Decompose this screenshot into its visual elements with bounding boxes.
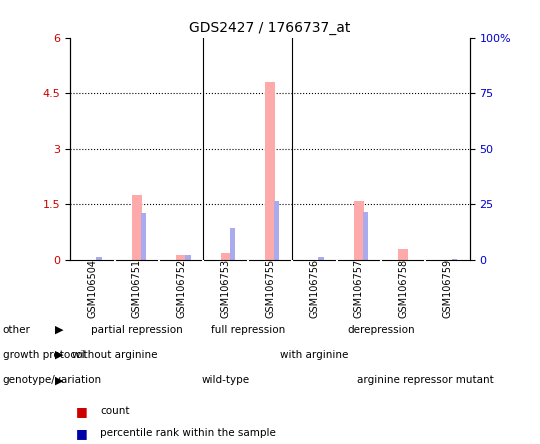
Bar (399, 249, 408, 260)
Text: GSM106757: GSM106757 (354, 259, 364, 318)
Text: wild-type: wild-type (201, 375, 249, 385)
Bar (274, 201, 279, 260)
Text: growth protocol: growth protocol (3, 350, 85, 360)
Bar (132, 195, 141, 260)
Title: GDS2427 / 1766737_at: GDS2427 / 1766737_at (190, 21, 350, 36)
Bar (97, 257, 102, 260)
Text: ■: ■ (76, 404, 87, 418)
Text: partial repression: partial repression (91, 325, 183, 335)
Bar (363, 212, 368, 260)
Text: ▶: ▶ (55, 325, 64, 335)
Bar (185, 255, 191, 260)
Text: with arginine: with arginine (280, 350, 349, 360)
Bar (221, 253, 231, 260)
Text: without arginine: without arginine (72, 350, 157, 360)
Text: ▶: ▶ (55, 350, 64, 360)
Text: genotype/variation: genotype/variation (3, 375, 102, 385)
Text: derepression: derepression (347, 325, 415, 335)
Bar (141, 214, 146, 260)
Bar (230, 228, 235, 260)
Text: GSM106753: GSM106753 (221, 259, 231, 318)
Text: percentile rank within the sample: percentile rank within the sample (100, 428, 276, 438)
Bar (265, 82, 275, 260)
Text: count: count (100, 406, 130, 416)
Text: ▶: ▶ (55, 375, 64, 385)
Text: GSM106751: GSM106751 (132, 259, 142, 318)
Bar (451, 258, 457, 260)
Text: ■: ■ (76, 427, 87, 440)
Text: other: other (3, 325, 31, 335)
Text: GSM106755: GSM106755 (265, 259, 275, 318)
Text: full repression: full repression (211, 325, 285, 335)
Text: GSM106504: GSM106504 (87, 259, 97, 318)
Bar (177, 255, 186, 260)
Bar (319, 257, 323, 260)
Text: GSM106756: GSM106756 (309, 259, 319, 318)
Bar (354, 201, 363, 260)
Text: arginine repressor mutant: arginine repressor mutant (357, 375, 494, 385)
Text: GSM106758: GSM106758 (398, 259, 408, 318)
Text: GSM106759: GSM106759 (443, 259, 453, 318)
Text: GSM106752: GSM106752 (176, 259, 186, 318)
